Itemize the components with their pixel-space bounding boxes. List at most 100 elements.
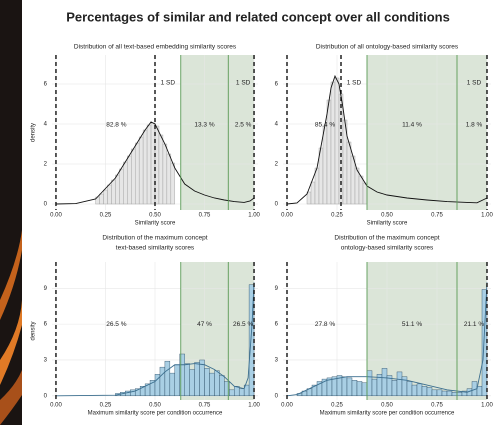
- histogram-bar: [355, 168, 359, 204]
- percentage-label: 13.3 %: [194, 121, 214, 128]
- x-tick-label: 0.00: [281, 403, 293, 409]
- x-tick-label: 1.00: [248, 213, 260, 219]
- y-axis-label: density: [31, 123, 37, 142]
- histogram-bar: [422, 386, 427, 396]
- histogram-bar: [190, 370, 195, 396]
- percentage-label: 21.1 %: [464, 321, 484, 328]
- x-tick-label: 0.50: [149, 403, 161, 409]
- x-tick-label: 0.75: [199, 213, 211, 219]
- percentage-label: 1.8 %: [466, 121, 483, 128]
- sd-label: 1 SD: [236, 80, 251, 87]
- x-axis-label: Maximum similarity score per condition o…: [320, 411, 455, 417]
- panel-title: Distribution of all ontology-based simil…: [316, 44, 459, 51]
- panel-title: Distribution of all text-based embedding…: [74, 44, 237, 51]
- histogram-bar: [357, 381, 362, 395]
- histogram-bar: [417, 384, 422, 396]
- histogram-bar: [412, 385, 417, 396]
- histogram-bar: [392, 380, 397, 396]
- histogram-bar: [397, 372, 402, 396]
- histogram-bar: [139, 137, 143, 204]
- percentage-label: 11.4 %: [402, 121, 422, 128]
- histogram-bar: [347, 378, 352, 396]
- x-axis-label: Maximum similarity score per condition o…: [88, 411, 223, 417]
- histogram-bar: [185, 364, 190, 396]
- x-tick-label: 0.50: [381, 403, 393, 409]
- percentage-label: 47 %: [197, 321, 212, 328]
- decorative-strip: [0, 0, 22, 425]
- x-tick-label: 0.50: [149, 213, 161, 219]
- y-axis-label: density: [31, 321, 37, 340]
- histogram-bar: [442, 391, 447, 396]
- histogram-bar: [315, 168, 319, 204]
- percentage-label: 26.5 %: [106, 321, 126, 328]
- histogram-bar: [311, 182, 315, 204]
- histogram-bar: [163, 144, 167, 204]
- histogram-bar: [363, 183, 367, 204]
- x-tick-label: 0.75: [431, 403, 443, 409]
- histogram-bar: [131, 149, 135, 204]
- percentage-label: 85.4 %: [315, 121, 335, 128]
- x-tick-label: 0.25: [100, 213, 112, 219]
- histogram-bar: [171, 163, 175, 204]
- histogram-bar: [382, 368, 387, 395]
- histogram-bar: [104, 190, 108, 204]
- histogram-bar: [432, 390, 437, 396]
- histogram-bar: [362, 383, 367, 396]
- histogram-bar: [342, 377, 347, 396]
- x-tick-label: 1.00: [248, 403, 260, 409]
- histogram-bar: [229, 390, 234, 396]
- x-tick-label: 0.00: [281, 213, 293, 219]
- x-tick-label: 0.75: [431, 213, 443, 219]
- histogram-bar: [347, 142, 351, 204]
- histogram-bar: [359, 176, 363, 204]
- histogram-bar: [427, 387, 432, 395]
- histogram-bar: [127, 156, 131, 204]
- x-tick-label: 0.75: [199, 403, 211, 409]
- chart: Percentages of similar and related conce…: [0, 0, 499, 425]
- x-tick-label: 1.00: [481, 403, 493, 409]
- histogram-bar: [367, 371, 372, 396]
- histogram-bar: [100, 194, 104, 204]
- x-tick-label: 1.00: [481, 213, 493, 219]
- histogram-bar: [351, 156, 355, 204]
- histogram-bar: [107, 185, 111, 204]
- histogram-bar: [143, 130, 147, 204]
- histogram-bar: [239, 389, 244, 396]
- histogram-bar: [175, 365, 180, 396]
- histogram-bar: [195, 362, 200, 395]
- histogram-bar: [214, 371, 219, 396]
- histogram-bar: [155, 126, 159, 204]
- histogram-bar: [323, 126, 327, 204]
- histogram-bar: [331, 82, 335, 204]
- histogram-bar: [447, 391, 452, 396]
- panel-title: text-based similarity scores: [116, 245, 195, 252]
- sd-label: 1 SD: [347, 80, 362, 87]
- percentage-label: 27.8 %: [315, 321, 335, 328]
- histogram-bar: [159, 135, 163, 204]
- x-tick-label: 0.00: [50, 213, 62, 219]
- panel-title: ontology-based similarity scores: [341, 245, 434, 252]
- sd-band: [181, 55, 254, 210]
- histogram-bar: [327, 100, 331, 204]
- histogram-bar: [123, 162, 127, 204]
- histogram-bar: [111, 180, 115, 204]
- histogram-bar: [209, 373, 214, 396]
- sd-label: 1 SD: [161, 80, 176, 87]
- page-title: Percentages of similar and related conce…: [66, 9, 450, 24]
- x-tick-label: 0.25: [331, 213, 343, 219]
- histogram-bar: [115, 175, 119, 204]
- histogram-bar: [452, 392, 457, 396]
- histogram-bar: [352, 380, 357, 396]
- panel-title: Distribution of the maximum concept: [334, 235, 439, 242]
- histogram-bar: [219, 376, 224, 396]
- sd-band: [367, 55, 487, 210]
- histogram-bar: [335, 78, 339, 204]
- sd-label: 1 SD: [467, 80, 482, 87]
- histogram-bar: [372, 379, 377, 396]
- histogram-bar: [477, 386, 482, 396]
- histogram-bar: [205, 368, 210, 395]
- histogram-bar: [457, 392, 462, 396]
- percentage-label: 2.5 %: [235, 121, 252, 128]
- histogram-bar: [160, 367, 165, 396]
- x-tick-label: 0.25: [100, 403, 112, 409]
